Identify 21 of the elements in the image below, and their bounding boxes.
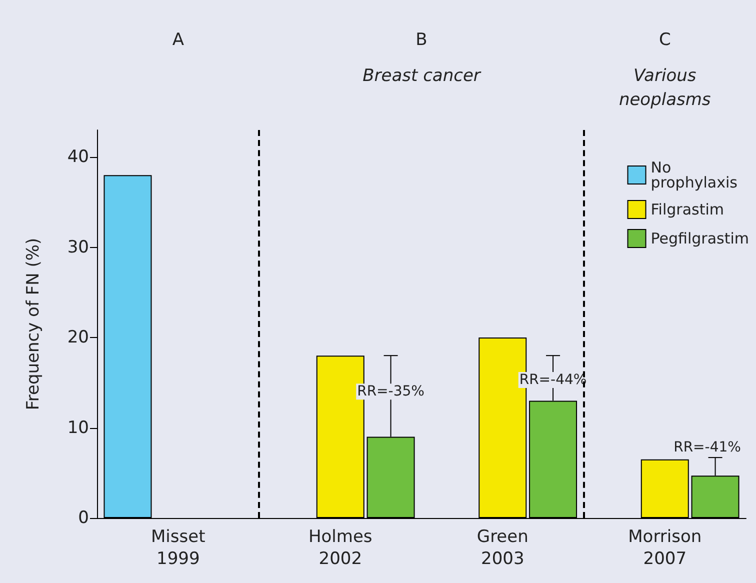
text: C — [658, 30, 671, 50]
annotation: RR=-35% — [357, 384, 424, 400]
text: Various neoplasms — [618, 66, 711, 110]
y-tick-label: 10 — [67, 418, 89, 438]
y-tick-label: 30 — [67, 237, 89, 258]
annotation: RR=-44% — [519, 372, 587, 388]
text: A — [172, 30, 184, 50]
x-tick-label: Green 2003 — [476, 527, 528, 569]
legend-label: Filgrastim — [650, 200, 724, 218]
text: Breast cancer — [362, 66, 482, 86]
x-tick-label: Misset 1999 — [151, 527, 206, 569]
x-tick-label: Holmes 2002 — [308, 527, 372, 569]
y-tick-label: 0 — [78, 508, 89, 528]
y-axis-title: Frequency of FN (%) — [24, 238, 44, 410]
y-tick-label: 40 — [67, 147, 89, 168]
legend-label: Pegfilgrastim — [650, 230, 749, 248]
legend-label: No prophylaxis — [650, 158, 738, 192]
x-tick-label: Morrison 2007 — [628, 527, 702, 569]
y-tick-label: 20 — [67, 328, 89, 348]
annotation: RR=-41% — [674, 440, 741, 456]
text: B — [416, 30, 428, 50]
